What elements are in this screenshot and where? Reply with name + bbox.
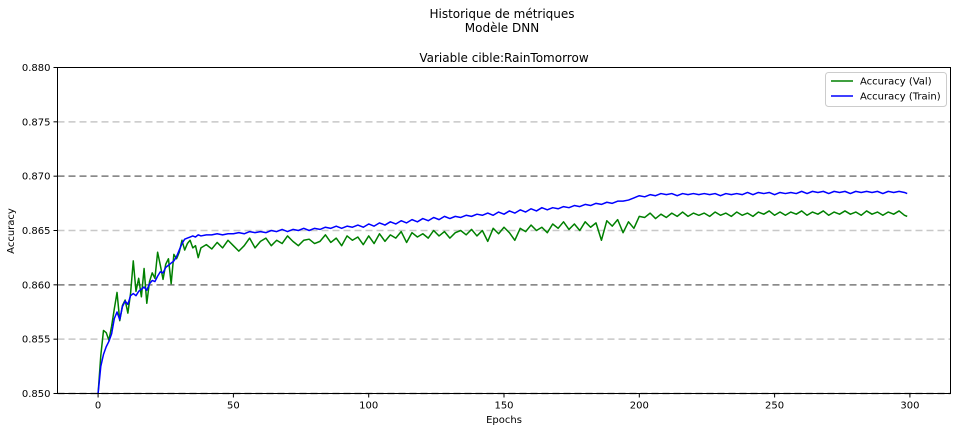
y-tick-label: 0.850 <box>22 389 51 400</box>
legend-label-val: Accuracy (Val) <box>860 77 932 88</box>
x-axis-label: Epochs <box>486 415 522 426</box>
series-line-0 <box>97 210 908 394</box>
series-group <box>97 190 908 394</box>
x-tick-label: 200 <box>630 401 649 412</box>
y-tick-label: 0.855 <box>22 335 51 346</box>
y-tick-label: 0.870 <box>22 172 51 183</box>
reference-lines <box>57 121 951 395</box>
legend-box <box>825 72 947 107</box>
legend-label-train: Accuracy (Train) <box>860 92 941 103</box>
suptitle-model: Modèle DNN <box>465 21 539 35</box>
x-tick-label: 100 <box>359 401 378 412</box>
y-tick-label: 0.875 <box>22 117 51 128</box>
chart-title: Variable cible:RainTomorrow <box>419 51 588 65</box>
x-tick-label: 150 <box>494 401 513 412</box>
x-tick-label: 250 <box>765 401 784 412</box>
axis-ticks: 0 50 100 150 200 250 300 0.850 0.855 0.860 0.865 0.… <box>22 63 920 412</box>
series-line-1 <box>97 190 908 394</box>
y-tick-label: 0.880 <box>22 63 51 74</box>
y-tick-label: 0.860 <box>22 280 51 291</box>
y-axis-label: Accuracy <box>6 208 17 254</box>
legend: Accuracy (Val) Accuracy (Train) <box>825 72 947 107</box>
plot-frame <box>57 67 951 394</box>
x-tick-label: 0 <box>95 401 101 412</box>
x-tick-label: 50 <box>227 401 240 412</box>
x-tick-label: 300 <box>900 401 919 412</box>
suptitle: Historique de métriques <box>429 7 574 21</box>
y-tick-label: 0.865 <box>22 226 51 237</box>
